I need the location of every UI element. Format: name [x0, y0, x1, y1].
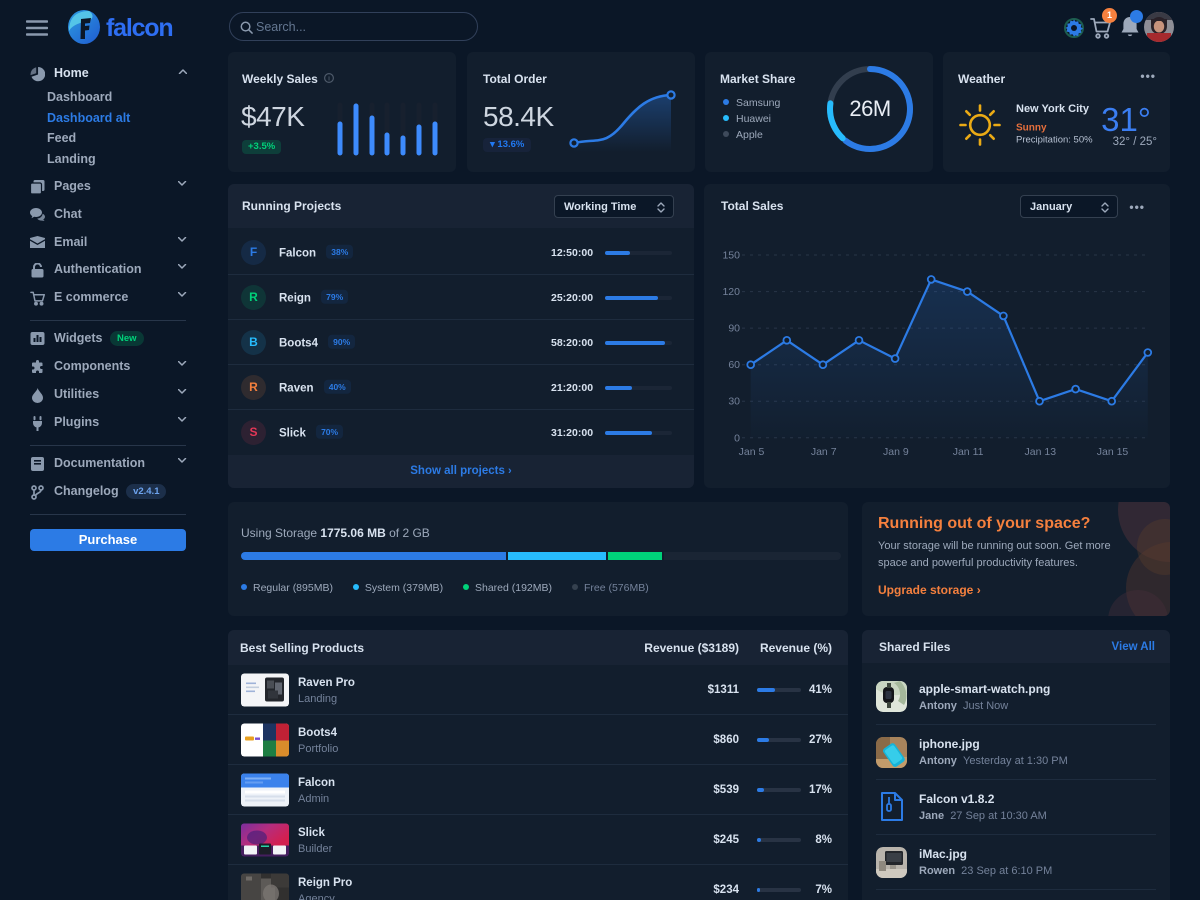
svg-text:120: 120: [722, 286, 740, 298]
svg-text:Jan 13: Jan 13: [1025, 446, 1057, 458]
svg-text:150: 150: [722, 250, 740, 262]
svg-text:30: 30: [728, 396, 740, 408]
svg-text:Jan 7: Jan 7: [811, 446, 837, 458]
svg-text:Jan 15: Jan 15: [1097, 446, 1129, 458]
svg-text:90: 90: [728, 323, 740, 335]
svg-text:Jan 9: Jan 9: [883, 446, 909, 458]
svg-text:60: 60: [728, 359, 740, 371]
svg-text:Jan 5: Jan 5: [739, 446, 765, 458]
svg-text:0: 0: [734, 432, 740, 444]
svg-text:Jan 11: Jan 11: [953, 446, 984, 458]
svg-text:i: i: [328, 75, 330, 82]
svg-text:26M: 26M: [849, 96, 890, 121]
